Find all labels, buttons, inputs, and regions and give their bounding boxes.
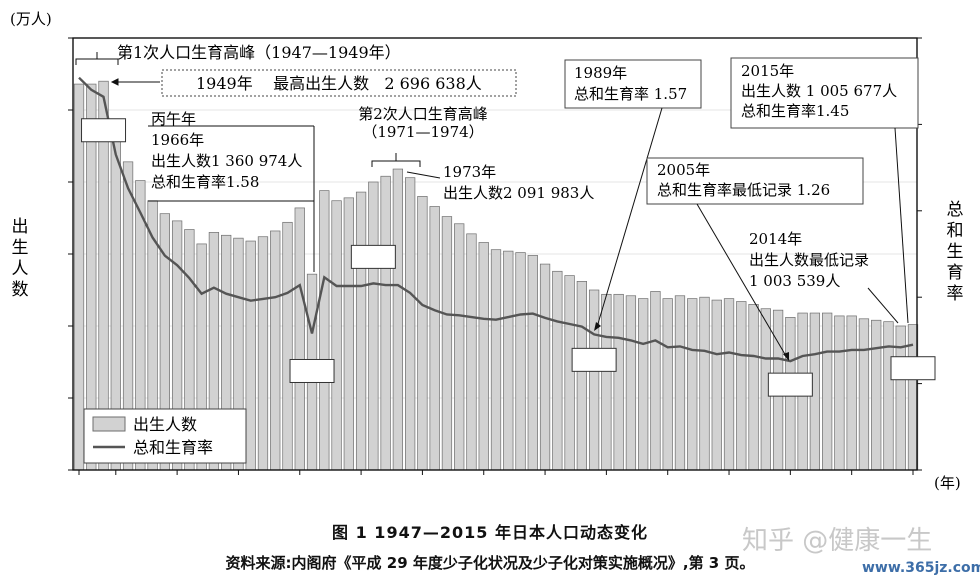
bar-births: [711, 299, 722, 471]
figure-source: 资料来源:内阁府《平成 29 年度少子化状况及少子化对策实施概况》,第 3 页。: [225, 554, 755, 572]
data-label-box: [767, 372, 813, 397]
bar-births: [466, 233, 477, 471]
fertility-rate-line: [78, 76, 914, 363]
legend-label-fertility: 总和生育率: [133, 438, 213, 457]
bar-births: [748, 304, 759, 471]
watermark-zhihu: 知乎 @健康一生: [742, 526, 933, 556]
bar-births: [270, 230, 281, 471]
bar-births: [245, 240, 256, 471]
annotation-peak1-box: [161, 69, 517, 97]
bar-births: [625, 295, 637, 471]
bar-births: [674, 295, 686, 471]
bar-births: [441, 216, 453, 471]
legend-label-births: 出生人数: [133, 415, 197, 434]
bar-births: [405, 177, 416, 471]
bar-births: [588, 289, 600, 471]
data-label-box: [289, 358, 335, 383]
svg-text:2015年出生人数 1 005 677人总和生育率1.45: 2015年出生人数 1 005 677人总和生育率1.45: [741, 62, 897, 120]
annotation-2005: 2005年总和生育率最低记录 1.26: [646, 157, 864, 361]
bar-births: [392, 168, 404, 471]
bar-births: [257, 236, 269, 471]
bar-births: [699, 296, 710, 471]
bar-births: [282, 221, 293, 471]
bar-births: [687, 298, 698, 471]
bar-births: [736, 301, 747, 471]
bar-births: [368, 181, 379, 471]
bar-births: [871, 319, 882, 471]
y-axis-title: 出生人数: [12, 217, 29, 300]
annotation-2014: 2014年出生人数最低记录 1 003 539人: [749, 230, 899, 324]
data-label-box: [350, 244, 396, 269]
svg-text:1989年总和生育率 1.57: 1989年总和生育率 1.57: [574, 64, 687, 103]
bar-births: [380, 175, 391, 471]
bar-births: [319, 190, 330, 471]
annotation-1973: 1973年出生人数2 091 983人: [406, 163, 594, 202]
bar-births: [515, 252, 526, 471]
bar-births: [478, 242, 489, 471]
bar-births: [822, 312, 833, 471]
bar-births: [601, 293, 612, 471]
bar-births: [294, 207, 305, 471]
svg-text:第2次人口生育高峰（1971—1974）: 第2次人口生育高峰（1971—1974）: [358, 105, 488, 141]
bar-births: [539, 263, 551, 471]
annotation-2015: 2015年出生人数 1 005 677人总和生育率1.45: [730, 57, 919, 324]
svg-text:2005年总和生育率最低记录 1.26: 2005年总和生育率最低记录 1.26: [657, 161, 830, 199]
x-axis-unit: (年): [934, 474, 961, 492]
bar-births: [527, 255, 538, 471]
bar-births: [454, 223, 465, 471]
bar-births: [846, 315, 857, 471]
bar-births: [834, 315, 845, 471]
legend: 出生人数 总和生育率: [83, 408, 247, 464]
legend-swatch-births: [92, 416, 126, 432]
bar-births: [650, 291, 661, 471]
bar-births: [343, 197, 354, 471]
annotation-peak1-detail: 1949年 最高出生人数 2 696 638人: [196, 74, 482, 93]
annotation-peak1-title: 第1次人口生育高峰（1947—1949年）: [117, 43, 401, 62]
y-axis-unit: (万人): [10, 10, 52, 28]
bar-births: [552, 270, 563, 471]
watermark-site: www.365jz.com: [862, 560, 980, 576]
birth-fertility-chart: (万人) (年) 出生人数 总和生育率 出生人数 总和生育率 第1次人口生育高峰…: [10, 10, 964, 492]
annotation-peak1: [75, 52, 160, 86]
data-label-box: [81, 118, 127, 143]
svg-text:1973年出生人数2 091 983人: 1973年出生人数2 091 983人: [443, 163, 594, 202]
annotation-peak2: 第2次人口生育高峰（1971—1974）: [358, 105, 488, 167]
bar-births: [417, 196, 428, 471]
y2-axis-title: 总和生育率: [947, 200, 964, 304]
bar-births: [576, 281, 587, 471]
bar-births: [503, 250, 514, 471]
figure-caption: 图 1 1947—2015 年日本人口动态变化: [332, 523, 648, 542]
bar-births: [638, 298, 649, 471]
annotation-1989: 1989年总和生育率 1.57: [564, 59, 702, 331]
bar-births: [331, 200, 342, 471]
bar-births: [429, 206, 440, 471]
bar-births: [723, 298, 735, 471]
data-label-box: [571, 347, 617, 372]
annotation-hinoeuma: 丙午年 1966年出生人数1 360 974人总和生育率1.58: [148, 110, 315, 272]
bar-births: [355, 191, 367, 471]
bar-births: [858, 318, 870, 471]
bar-births: [662, 298, 673, 471]
data-label-box: [890, 356, 936, 381]
bar-births: [613, 293, 624, 471]
bar-births: [883, 321, 894, 471]
bar-births: [490, 249, 502, 471]
bar-births: [564, 275, 575, 471]
